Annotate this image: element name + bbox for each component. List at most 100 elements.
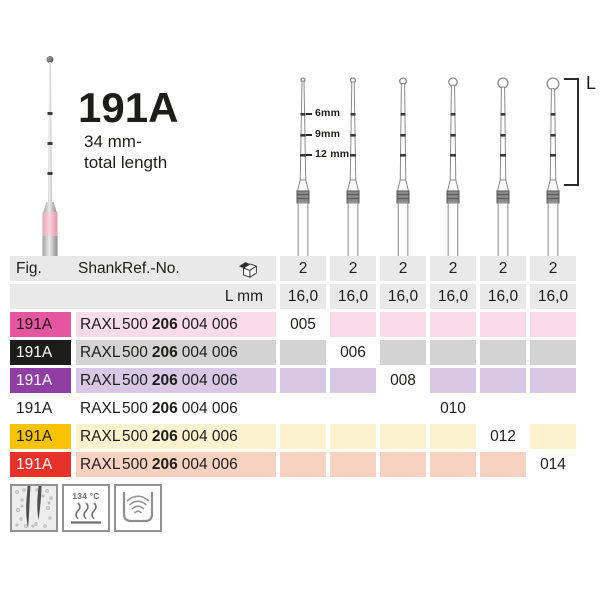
length-bracket-bottom-tick	[564, 184, 579, 186]
length-bracket-top-tick	[564, 78, 579, 80]
row-info: RAXL 500 206 004 006	[76, 452, 276, 477]
bur-diagram	[396, 77, 410, 256]
size-empty-cell	[530, 312, 576, 337]
row-fig-badge: 191A	[10, 340, 71, 365]
length-value: 16,0	[480, 284, 526, 309]
ref-segment: 206	[151, 316, 178, 333]
depth-mark-label: 6mm	[315, 107, 341, 119]
size-empty-cell	[430, 424, 476, 449]
table-header-left: Fig. Shank Ref.-No.	[10, 256, 276, 281]
header-qty: 2	[530, 256, 576, 281]
row-info: RAXL 500 206 004 006	[76, 424, 276, 449]
size-empty-cell	[380, 424, 426, 449]
header-qty: 2	[380, 256, 426, 281]
ref-segment: 206	[151, 456, 178, 473]
size-empty-cell	[480, 452, 526, 477]
size-empty-cell	[330, 452, 376, 477]
size-empty-cell	[330, 368, 376, 393]
size-value-cell: 006	[340, 344, 366, 361]
table-subheader-left: L mm	[10, 284, 276, 309]
depth-mark-label: 12 mm	[315, 148, 350, 160]
size-empty-cell	[430, 340, 476, 365]
ref-segment: 500	[122, 316, 148, 333]
bur-cone	[43, 202, 57, 213]
bur-shaft	[48, 62, 52, 203]
size-empty-cell	[330, 312, 376, 337]
size-value-cell: 012	[490, 428, 516, 445]
size-empty-cell	[530, 396, 576, 421]
size-empty-cell	[380, 312, 426, 337]
size-empty-cell	[280, 424, 326, 449]
length-bracket-label: L	[586, 73, 597, 93]
ref-segment: 206	[151, 428, 178, 445]
ref-segment: 004 006	[181, 428, 238, 445]
header-qty: 2	[280, 256, 326, 281]
ref-segment: 004 006	[181, 372, 238, 389]
page-title: 191A	[78, 84, 179, 131]
row-fig-badge: 191A	[16, 400, 53, 417]
autoclave-temperature: 134 °C	[72, 491, 100, 501]
length-value: 16,0	[330, 284, 376, 309]
ref-segment: 206	[151, 400, 178, 417]
row-shank: RAXL	[80, 316, 121, 333]
size-empty-cell	[280, 340, 326, 365]
depth-mark-tick	[306, 154, 312, 156]
size-value-cell: 005	[290, 316, 316, 333]
row-info: RAXL 500 206 004 006	[76, 396, 276, 421]
size-value-cell: 014	[540, 456, 566, 473]
depth-mark-label: 9mm	[315, 128, 341, 140]
size-value-cell: 008	[390, 372, 416, 389]
row-shank: RAXL	[80, 428, 121, 445]
ref-segment: 004 006	[181, 400, 238, 417]
ref-segment: 004 006	[181, 456, 238, 473]
size-empty-cell	[530, 368, 576, 393]
ref-segment: 500	[122, 428, 148, 445]
autoclave-icon: 134 °C	[62, 484, 110, 532]
row-ref-no: 500 206 004 006	[122, 340, 238, 365]
depth-mark-tick	[306, 113, 312, 115]
size-empty-cell	[480, 312, 526, 337]
row-ref-no: 500 206 004 006	[122, 424, 238, 449]
header-qty: 2	[330, 256, 376, 281]
care-symbols: 134 °C	[10, 484, 162, 532]
package-icon	[238, 262, 257, 278]
size-empty-cell	[530, 340, 576, 365]
bur-shank	[42, 236, 58, 260]
bur-tip	[46, 56, 54, 63]
header-ref-no: Ref.-No.	[122, 260, 180, 277]
length-value: 16,0	[280, 284, 326, 309]
size-value-cell: 010	[440, 400, 466, 417]
size-empty-cell	[380, 396, 426, 421]
row-info: RAXL 500 206 004 006	[76, 340, 276, 365]
row-ref-no: 500 206 004 006	[122, 396, 238, 421]
color-ring	[42, 212, 58, 237]
size-empty-cell	[480, 340, 526, 365]
ref-segment: 004 006	[181, 344, 238, 361]
bur-diagram	[346, 77, 360, 256]
row-info: RAXL 500 206 004 006	[76, 368, 276, 393]
row-fig-badge: 191A	[10, 312, 71, 337]
size-empty-cell	[480, 368, 526, 393]
bur-diagram	[546, 77, 560, 256]
depth-band	[47, 112, 53, 115]
length-note: 34 mm- total length	[84, 131, 167, 173]
length-value: 16,0	[380, 284, 426, 309]
header-qty: 2	[430, 256, 476, 281]
length-note-line2: total length	[84, 153, 168, 172]
product-photo	[24, 54, 76, 260]
size-empty-cell	[380, 452, 426, 477]
ref-segment: 206	[151, 344, 178, 361]
ref-segment: 500	[122, 456, 148, 473]
row-fig-badge: 191A	[10, 368, 71, 393]
depth-mark-tick	[306, 134, 312, 136]
size-empty-cell	[430, 452, 476, 477]
ref-segment: 206	[151, 372, 178, 389]
depth-band	[47, 172, 53, 175]
size-empty-cell	[330, 424, 376, 449]
ref-segment: 004 006	[181, 316, 238, 333]
row-shank: RAXL	[80, 456, 121, 473]
size-empty-cell	[330, 396, 376, 421]
length-bracket	[577, 78, 579, 186]
size-empty-cell	[380, 340, 426, 365]
size-empty-cell	[280, 452, 326, 477]
